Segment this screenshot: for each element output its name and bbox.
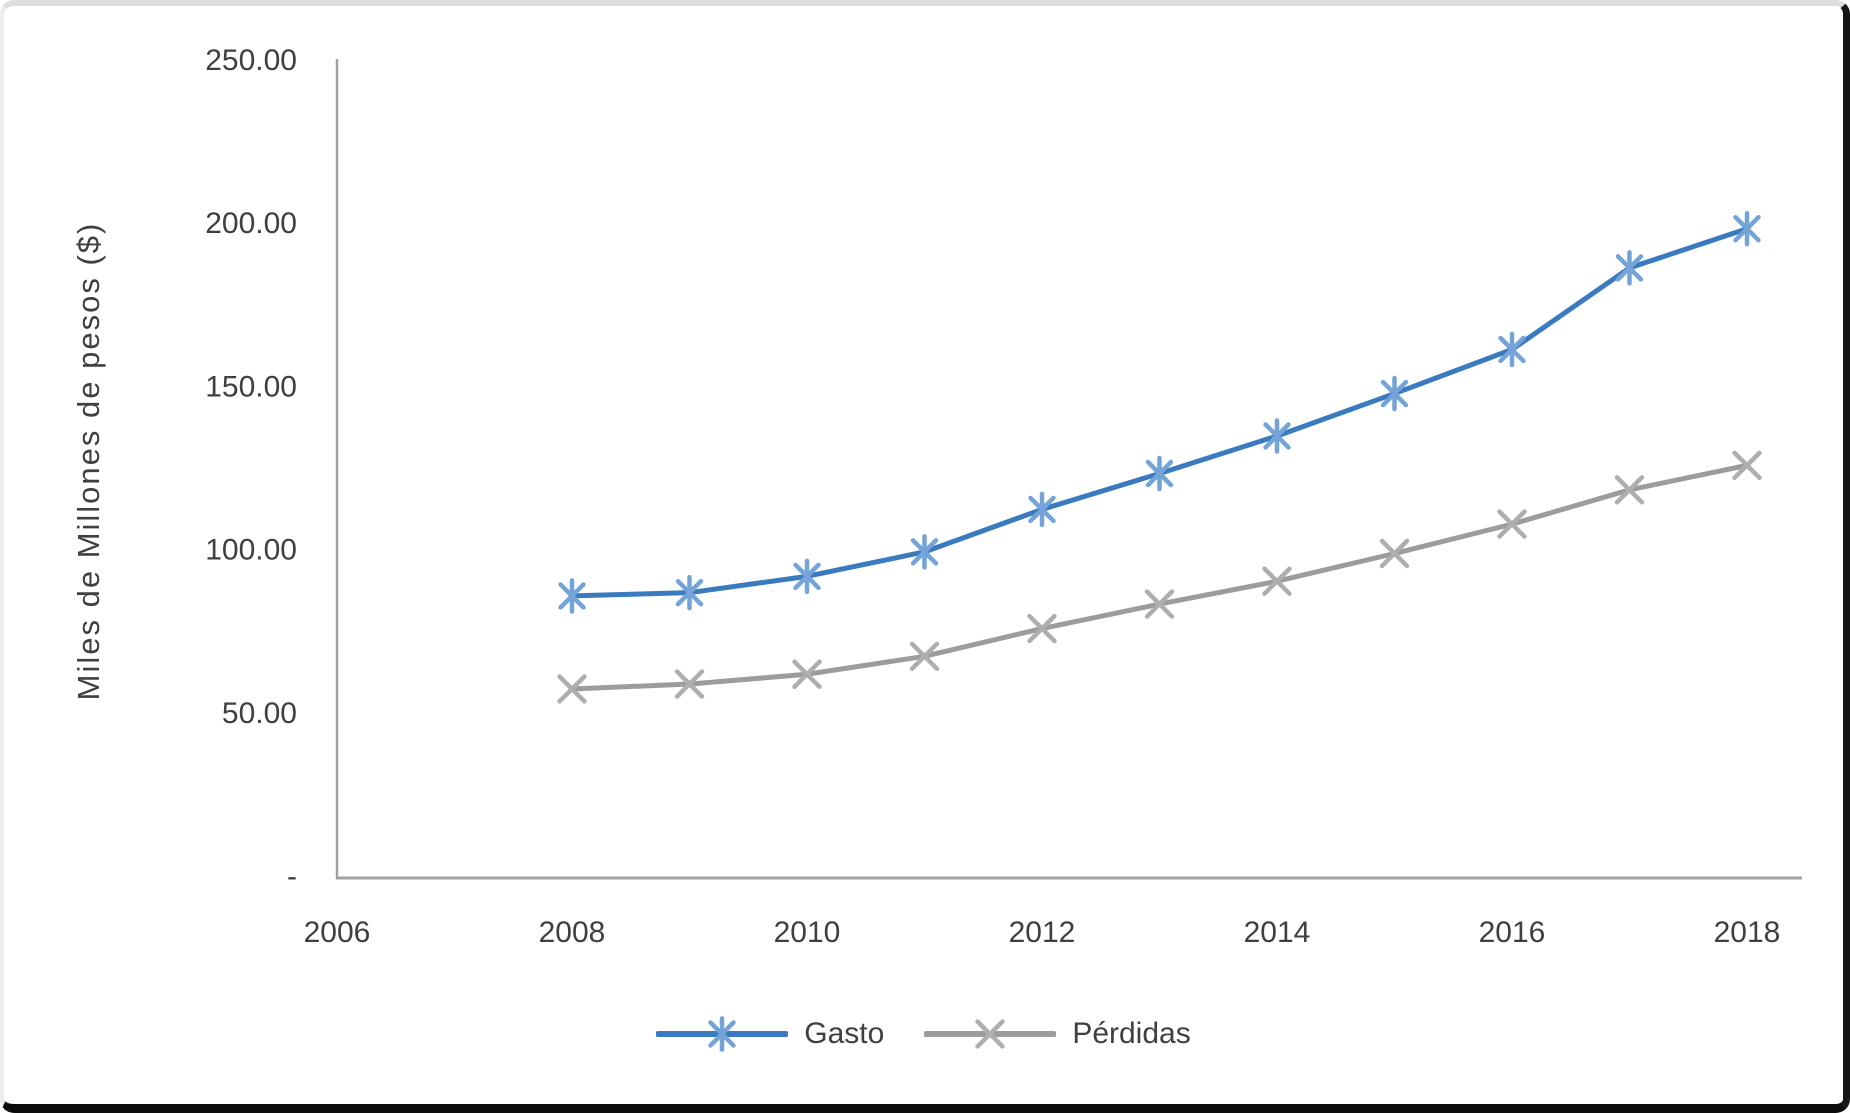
perdidas-marker	[557, 674, 587, 704]
perdidas-marker	[1732, 450, 1762, 481]
gasto-marker	[910, 534, 939, 570]
y-tick-label: 100.00	[205, 534, 297, 567]
legend: Gasto Pérdidas	[4, 1014, 1843, 1054]
gasto-marker	[1380, 375, 1409, 412]
gasto-marker	[1733, 210, 1761, 247]
gasto-marker	[1028, 491, 1056, 528]
legend-label-gasto: Gasto	[804, 1017, 885, 1050]
legend-sample-marker	[708, 1016, 736, 1052]
x-tick-label: 2012	[1009, 916, 1076, 949]
perdidas-marker	[1379, 538, 1410, 569]
perdidas-legend-marker-icon	[924, 1019, 1057, 1049]
perdidas-marker	[1027, 613, 1057, 644]
legend-item-perdidas: Pérdidas	[924, 1014, 1191, 1054]
x-tick-label: 2018	[1714, 916, 1781, 949]
legend-label-perdidas: Pérdidas	[1072, 1017, 1191, 1050]
x-tick-label: 2014	[1244, 916, 1311, 949]
perdidas-marker	[1614, 475, 1645, 505]
gasto-marker	[793, 558, 821, 595]
chart-area: Miles de Millones de pesos ($) -50.00 100…	[4, 6, 1843, 1104]
legend-item-gasto: Gasto	[656, 1014, 884, 1054]
perdidas-marker	[1497, 509, 1527, 539]
x-tick-label: 2006	[304, 916, 371, 949]
gasto-marker	[1498, 331, 1526, 368]
x-tick-label: 2010	[774, 916, 841, 949]
plot-area: - 50.00 100.00 150.00 200.00 250.00 2006 2008 20…	[205, 44, 1802, 949]
gasto-marker	[1615, 250, 1644, 286]
y-tick-label: 50.00	[222, 697, 297, 730]
gasto-marker	[1263, 418, 1291, 454]
y-tick-label: 150.00	[205, 370, 297, 403]
y-tick-label: -	[287, 860, 297, 893]
perdidas-marker	[1262, 566, 1292, 596]
gasto-marker	[558, 578, 586, 614]
gasto-marker	[675, 574, 704, 611]
perdidas-line	[569, 462, 1750, 692]
gasto-line	[569, 226, 1750, 599]
x-tick-label: 2008	[539, 916, 606, 949]
y-tick-label: 200.00	[205, 207, 297, 240]
perdidas-marker	[909, 641, 940, 672]
perdidas-marker	[792, 659, 822, 689]
y-tick-label: 250.00	[205, 44, 297, 77]
perdidas-marker	[1144, 589, 1175, 619]
x-tick-label: 2016	[1479, 916, 1546, 949]
gasto-marker	[1145, 455, 1174, 492]
gasto-legend-marker-icon	[656, 1016, 789, 1052]
perdidas-marker	[674, 669, 705, 699]
legend-sample-marker	[975, 1019, 1006, 1049]
